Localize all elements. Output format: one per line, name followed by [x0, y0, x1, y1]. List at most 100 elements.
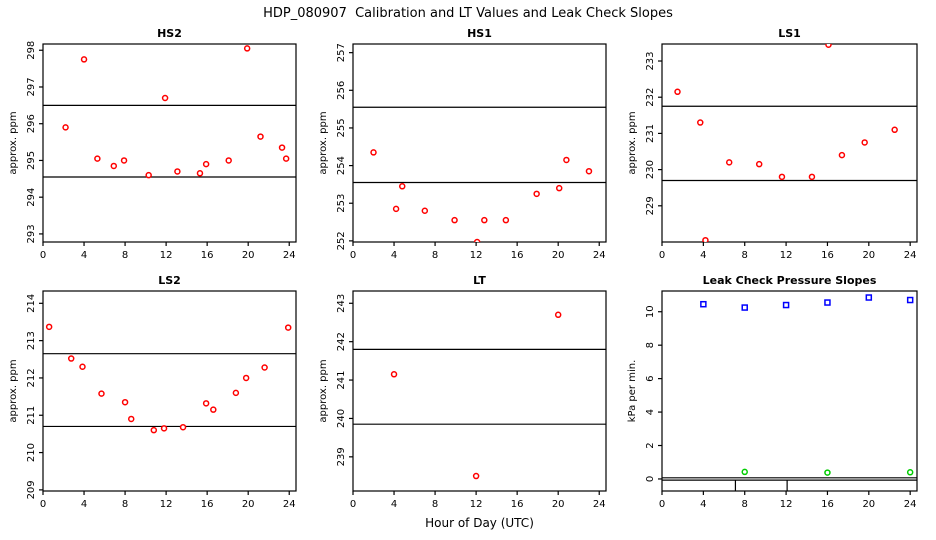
y-tick-label: 233 [645, 51, 656, 70]
data-point [906, 296, 914, 304]
x-tick-label: 0 [40, 250, 46, 261]
panel-lt: LT 0 4 8 12 16 20 24 239 240 241 242 243 approx. ppm [318, 274, 607, 510]
x-tick-label: 20 [862, 250, 875, 261]
x-tick-label: 12 [160, 499, 173, 510]
series-red-points [390, 311, 562, 480]
x-tick-label: 8 [432, 499, 438, 510]
data-point [278, 144, 286, 151]
y-tick-label: 213 [26, 331, 37, 350]
data-point [120, 157, 128, 164]
data-point [472, 472, 480, 480]
panel-title: LS2 [158, 274, 181, 287]
data-point [585, 167, 593, 175]
data-point [242, 374, 250, 382]
data-point [232, 389, 240, 397]
y-tick-label: 239 [336, 447, 347, 466]
x-tick-label: 12 [780, 250, 793, 261]
series-blue-points [700, 294, 914, 311]
data-point [824, 299, 831, 306]
data-point [225, 157, 232, 164]
y-axis-label: approx. ppm [627, 111, 638, 174]
y-tick-label: 293 [26, 224, 37, 243]
data-point [838, 151, 846, 159]
x-tick-label: 8 [122, 499, 128, 510]
data-point [145, 171, 152, 179]
data-point [202, 160, 210, 168]
panel-box [661, 290, 918, 492]
x-tick-label: 12 [470, 250, 483, 261]
data-point [127, 415, 135, 423]
y-tick-label: 242 [336, 332, 347, 351]
y-axis-label: kPa per min. [627, 360, 638, 423]
data-point [161, 94, 169, 102]
y-tick-label: 2 [645, 442, 656, 448]
y-tick-label: 229 [645, 196, 656, 215]
y-tick-label: 212 [26, 368, 37, 387]
y-tick-label: 294 [26, 188, 37, 207]
x-tick-label: 0 [659, 250, 665, 261]
x-tick-label: 20 [862, 499, 875, 510]
data-point [861, 139, 868, 146]
y-tick-label: 230 [645, 160, 656, 179]
x-tick-label: 16 [201, 250, 214, 261]
data-point [700, 300, 707, 308]
data-point [741, 468, 748, 476]
y-tick-label: 214 [26, 294, 37, 313]
y-axis-label: approx. ppm [8, 111, 19, 174]
data-point [891, 126, 898, 134]
x-tick-label: 4 [700, 499, 706, 510]
y-tick-label: 253 [336, 194, 347, 213]
panel-box [352, 290, 607, 492]
y-tick-label: 6 [645, 375, 656, 381]
x-axis-label: Hour of Day (UTC) [425, 516, 534, 530]
data-point [282, 155, 290, 162]
data-point [67, 355, 75, 362]
x-tick-label: 20 [552, 499, 565, 510]
x-tick-label: 16 [511, 250, 524, 261]
data-point [741, 304, 748, 311]
data-point [674, 88, 681, 96]
data-point [257, 133, 264, 140]
x-tick-label: 12 [160, 250, 173, 261]
y-axis-label: approx. ppm [318, 111, 329, 174]
x-tick-label: 0 [350, 499, 356, 510]
y-tick-label: 4 [645, 409, 656, 415]
panel-title: LT [473, 274, 486, 287]
y-tick-label: 298 [26, 41, 37, 60]
panel-box [42, 290, 297, 492]
data-point [79, 363, 86, 370]
data-point [174, 168, 181, 175]
data-point [80, 56, 88, 63]
x-tick-label: 16 [821, 499, 834, 510]
y-tick-label: 240 [336, 409, 347, 428]
data-point [421, 207, 429, 215]
panel-title: HS2 [157, 27, 182, 40]
y-tick-label: 295 [26, 151, 37, 170]
figure-title: HDP_080907 Calibration and LT Values and… [263, 6, 673, 21]
data-point [390, 371, 398, 378]
x-tick-label: 8 [742, 499, 748, 510]
data-point [702, 236, 709, 242]
series-red-points [370, 149, 593, 242]
y-tick-label: 255 [336, 118, 347, 137]
x-tick-label: 0 [350, 250, 356, 261]
series-red-points [62, 45, 290, 179]
data-point [697, 119, 704, 126]
y-tick-label: 210 [26, 443, 37, 462]
data-point [473, 238, 481, 242]
panel-box [352, 43, 607, 243]
y-tick-label: 243 [336, 294, 347, 313]
y-tick-label: 254 [336, 156, 347, 175]
y-axis-label: approx. ppm [318, 359, 329, 422]
panel-ls2: LS2 0 4 8 12 16 20 24 209 210 211 212 213 214 approx. … [8, 274, 297, 510]
series-red-points [45, 323, 292, 434]
x-tick-label: 0 [659, 499, 665, 510]
panel-hs2: HS2 0 4 8 12 16 20 24 293 294 295 296 297 298 approx. … [8, 27, 297, 261]
data-point [196, 170, 204, 177]
series-red-points [674, 44, 898, 242]
x-tick-label: 16 [511, 499, 524, 510]
x-tick-label: 4 [700, 250, 706, 261]
y-tick-label: 209 [26, 480, 37, 499]
